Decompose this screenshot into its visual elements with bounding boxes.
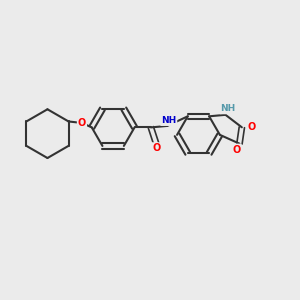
Text: O: O [78,118,86,128]
Text: NH: NH [220,104,236,113]
Text: O: O [247,122,256,132]
Text: O: O [232,145,241,154]
Text: NH: NH [161,116,176,125]
Text: O: O [152,143,160,153]
